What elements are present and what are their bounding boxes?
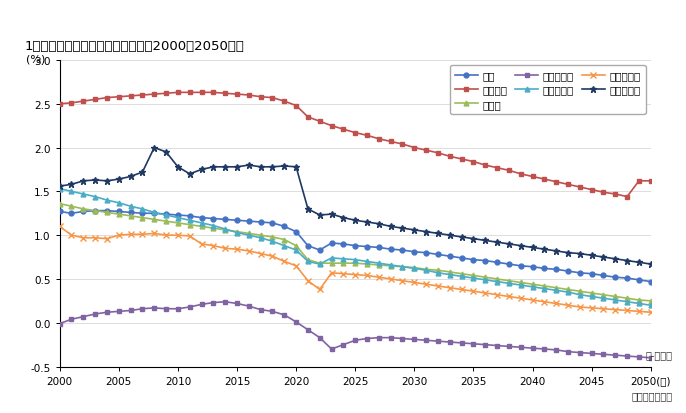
Line: 南アメリカ: 南アメリカ xyxy=(57,187,653,308)
ヨーロッパ xyxy=(257,307,265,312)
アフリカ xyxy=(245,93,253,98)
アフリカ xyxy=(257,95,265,100)
Line: 北アメリカ: 北アメリカ xyxy=(57,224,654,315)
アジア xyxy=(446,270,454,275)
世界 xyxy=(493,260,501,265)
アジア xyxy=(481,275,489,280)
ヨーロッパ xyxy=(647,356,655,361)
Line: アフリカ: アフリカ xyxy=(57,91,653,199)
ヨーロッパ xyxy=(458,341,466,346)
アジア xyxy=(635,298,643,303)
オセアニア xyxy=(150,146,158,151)
アフリカ xyxy=(198,91,206,96)
世界 xyxy=(91,209,99,214)
世界 xyxy=(635,278,643,282)
世界 xyxy=(458,256,466,261)
北アメリカ xyxy=(446,285,454,290)
Text: 1　人口の増減率の推移（地域別、2000～2050年）: 1 人口の増減率の推移（地域別、2000～2050年） xyxy=(24,40,244,53)
アフリカ xyxy=(493,166,501,171)
南アメリカ xyxy=(647,303,655,308)
Line: ヨーロッパ: ヨーロッパ xyxy=(57,299,653,361)
南アメリカ xyxy=(233,230,241,235)
南アメリカ xyxy=(186,218,194,223)
Line: アジア: アジア xyxy=(57,202,653,304)
南アメリカ xyxy=(446,273,454,278)
北アメリカ xyxy=(647,310,655,315)
オセアニア xyxy=(198,168,206,173)
北アメリカ xyxy=(481,291,489,296)
アジア xyxy=(647,299,655,304)
北アメリカ xyxy=(245,249,253,254)
南アメリカ xyxy=(56,187,64,192)
Legend: 世界, アフリカ, アジア, ヨーロッパ, 南アメリカ, 北アメリカ, オセアニア: 世界, アフリカ, アジア, ヨーロッパ, 南アメリカ, 北アメリカ, オセアニ… xyxy=(450,66,646,115)
アフリカ xyxy=(458,157,466,162)
南アメリカ xyxy=(635,301,643,306)
アフリカ xyxy=(56,102,64,107)
Line: 世界: 世界 xyxy=(57,209,653,284)
北アメリカ xyxy=(186,234,194,239)
北アメリカ xyxy=(56,224,64,229)
北アメリカ xyxy=(635,309,643,314)
オセアニア xyxy=(56,184,64,189)
オセアニア xyxy=(458,235,466,240)
Line: オセアニア: オセアニア xyxy=(56,145,654,268)
アジア xyxy=(56,202,64,206)
オセアニア xyxy=(245,163,253,168)
アフリカ xyxy=(174,91,182,96)
ヨーロッパ xyxy=(186,305,194,310)
ヨーロッパ xyxy=(635,355,643,360)
アフリカ xyxy=(623,195,631,199)
アジア xyxy=(186,223,194,228)
アフリカ xyxy=(647,179,655,184)
アジア xyxy=(233,230,241,235)
北アメリカ xyxy=(233,247,241,252)
世界 xyxy=(198,216,206,221)
世界 xyxy=(257,220,265,225)
オセアニア xyxy=(257,165,265,170)
Y-axis label: (%): (%) xyxy=(26,55,46,65)
オセアニア xyxy=(493,240,501,245)
世界 xyxy=(245,219,253,224)
Text: 統計局にて作成: 統計局にて作成 xyxy=(631,391,672,401)
ヨーロッパ xyxy=(56,321,64,326)
オセアニア xyxy=(647,262,655,267)
アフリカ xyxy=(635,179,643,184)
ヨーロッパ xyxy=(221,299,229,304)
南アメリカ xyxy=(245,233,253,238)
アジア xyxy=(245,231,253,236)
ヨーロッパ xyxy=(493,343,501,348)
オセアニア xyxy=(635,260,643,265)
世界 xyxy=(647,280,655,285)
南アメリカ xyxy=(481,278,489,282)
世界 xyxy=(56,209,64,214)
ヨーロッパ xyxy=(245,304,253,309)
Text: ２-１参照: ２-１参照 xyxy=(646,349,672,359)
